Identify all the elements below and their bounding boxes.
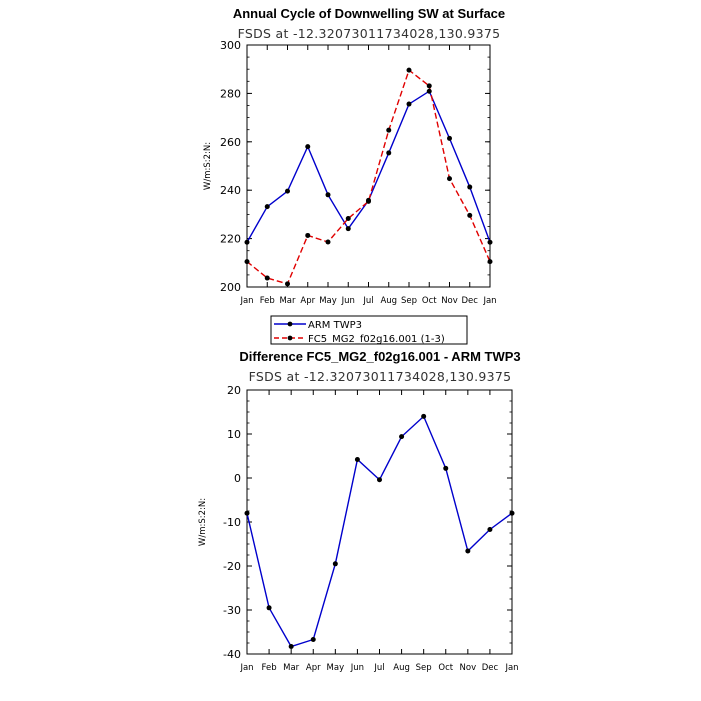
chart-bottom-xtick-label: Jan <box>239 663 253 673</box>
chart-top-xtick-label: Jan <box>482 296 496 306</box>
chart-top-data-point <box>426 88 432 94</box>
chart-bottom-title: Difference FC5_MG2_f02g16.001 - ARM TWP3 <box>239 349 520 364</box>
chart-top-data-point <box>244 259 250 265</box>
chart-top-subtitle: FSDS at -12.32073011734028,130.9375 <box>238 26 501 41</box>
chart-top-ytick-label: 300 <box>220 39 241 52</box>
chart-top-data-point <box>264 275 270 281</box>
chart-top-data-point <box>447 176 452 182</box>
chart-bottom-xtick-label: Sep <box>416 663 432 673</box>
chart-bottom-data-point <box>244 510 250 516</box>
chart-top-data-point <box>467 184 473 190</box>
chart-top-xtick-label: May <box>319 296 337 306</box>
legend-label-arm: ARM TWP3 <box>308 320 362 331</box>
chart-top-data-point <box>264 204 270 210</box>
chart-top-xtick-label: Jul <box>362 296 373 306</box>
chart-top-data-point <box>325 192 331 198</box>
chart-bottom-data-point <box>310 636 316 642</box>
chart-bottom-xtick-label: Dec <box>482 663 499 673</box>
chart-bottom-data-point <box>509 510 515 516</box>
chart-bottom-y-axis-label: W/m:S:2:N: <box>198 498 208 546</box>
chart-bottom-ytick-label: -10 <box>223 516 241 529</box>
chart-bottom-ytick-label: 20 <box>227 384 241 397</box>
chart-top-data-point <box>244 239 250 245</box>
chart-bottom-xtick-label: Jan <box>504 663 518 673</box>
chart-bottom-xtick-label: Aug <box>393 663 410 673</box>
chart-top-xtick-label: Sep <box>401 296 417 306</box>
chart-top-data-point <box>366 198 371 204</box>
chart-top-y-axis-label: W/m:S:2:N: <box>203 142 213 190</box>
chart-top-xtick-label: Jan <box>239 296 253 306</box>
chart-top-series-line-1 <box>246 69 491 285</box>
chart-top-data-point <box>447 135 452 141</box>
chart-top-data-point <box>426 83 432 89</box>
chart-bottom-data-point <box>487 526 493 532</box>
chart-top-data-point <box>467 212 473 218</box>
chart-top-data-point <box>386 127 392 133</box>
chart-top-ytick-label: 280 <box>220 87 241 100</box>
chart-bottom-data-point <box>266 605 272 611</box>
chart-top-data-point <box>406 67 412 73</box>
chart-bottom-plot-frame <box>246 389 513 655</box>
chart-top-data-point <box>285 188 290 194</box>
chart-top-xtick-label: Feb <box>260 296 275 306</box>
chart-bottom-xtick-label: Oct <box>438 663 453 673</box>
chart-bottom-ytick-label: 10 <box>227 428 241 441</box>
chart-bottom-xtick-label: Mar <box>283 663 300 673</box>
chart-top-data-point <box>325 239 331 245</box>
chart-bottom: Difference FC5_MG2_f02g16.001 - ARM TWP3… <box>198 349 521 673</box>
chart-bottom-data-point <box>443 465 449 471</box>
chart-bottom-data-point <box>332 561 338 567</box>
chart-bottom-data-point <box>377 477 382 483</box>
chart-top-series-line-0 <box>246 90 491 243</box>
chart-top-legend: ARM TWP3 FC5_MG2_f02g16.001 (1-3) <box>270 315 468 345</box>
chart-bottom-ytick-label: -20 <box>223 560 241 573</box>
chart-top-ytick-label: 260 <box>220 136 241 149</box>
chart-bottom-data-point <box>288 644 294 650</box>
chart-top-data-point <box>285 281 290 287</box>
legend-box <box>270 315 468 345</box>
chart-top-data-point <box>345 226 351 232</box>
chart-bottom-ytick-label: -40 <box>223 648 241 661</box>
chart-bottom-xtick-label: May <box>327 663 345 673</box>
chart-bottom-subtitle: FSDS at -12.32073011734028,130.9375 <box>249 369 512 384</box>
chart-top-ytick-label: 220 <box>220 233 241 246</box>
legend-marker-model <box>287 335 293 341</box>
chart-top-xtick-label: Dec <box>462 296 479 306</box>
chart-top-data-point <box>406 101 412 107</box>
chart-top-data-point <box>487 239 493 245</box>
chart-top-xtick-label: Oct <box>422 296 437 306</box>
chart-top-data-point <box>345 216 351 222</box>
chart-bottom-series-line-0 <box>246 415 513 648</box>
chart-bottom-xtick-label: Jun <box>350 663 364 673</box>
chart-top-data-point <box>305 144 311 150</box>
chart-top-title: Annual Cycle of Downwelling SW at Surfac… <box>233 6 505 21</box>
legend-marker-arm <box>287 321 293 327</box>
chart-top-plot-frame <box>246 44 491 288</box>
chart-bottom-xtick-label: Feb <box>262 663 277 673</box>
legend-label-model: FC5_MG2_f02g16.001 (1-3) <box>308 334 445 345</box>
chart-bottom-data-point <box>399 434 405 440</box>
chart-top-xtick-label: Nov <box>441 296 458 306</box>
chart-top-xtick-label: Mar <box>279 296 296 306</box>
chart-top-data-point <box>487 259 493 265</box>
chart-top-xtick-label: Aug <box>380 296 397 306</box>
chart-bottom-xtick-label: Apr <box>306 663 321 673</box>
chart-top-data-point <box>386 150 392 156</box>
chart-top: Annual Cycle of Downwelling SW at Surfac… <box>203 6 505 345</box>
chart-bottom-ytick-label: 0 <box>234 472 241 485</box>
chart-bottom-ytick-label: -30 <box>223 604 241 617</box>
chart-top-ytick-label: 240 <box>220 184 241 197</box>
chart-top-xtick-label: Jun <box>341 296 355 306</box>
chart-top-xtick-label: Apr <box>300 296 315 306</box>
chart-bottom-data-point <box>354 457 360 463</box>
chart-top-ytick-label: 200 <box>220 281 241 294</box>
chart-bottom-xtick-label: Jul <box>373 663 384 673</box>
chart-top-data-point <box>305 232 311 238</box>
chart-bottom-data-point <box>465 548 471 554</box>
chart-bottom-xtick-label: Nov <box>460 663 477 673</box>
chart-bottom-data-point <box>421 413 427 419</box>
